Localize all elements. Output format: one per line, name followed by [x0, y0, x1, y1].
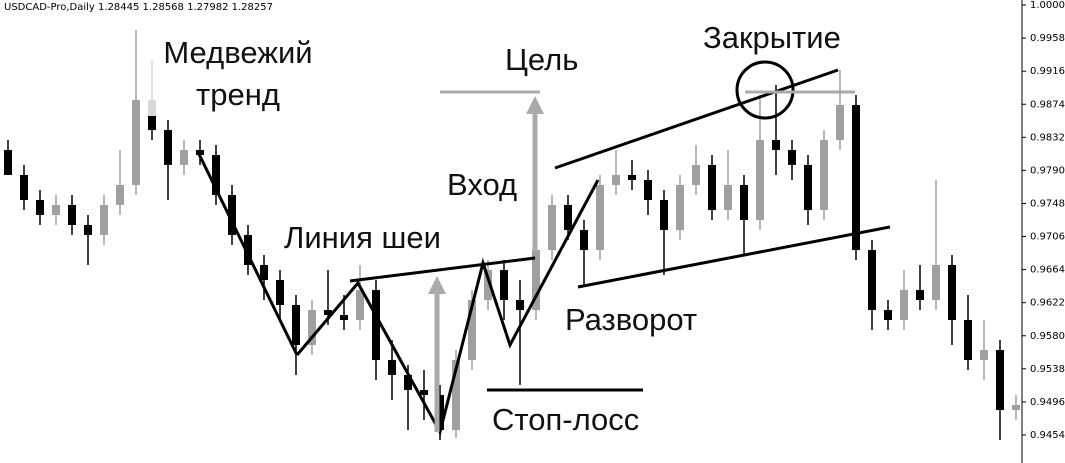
candle-body — [484, 270, 492, 301]
candle-body — [948, 264, 956, 321]
candle-body — [324, 310, 332, 315]
candle-body — [308, 310, 316, 345]
annotation: Стоп-лосс — [492, 399, 640, 441]
candle-body — [260, 264, 268, 281]
candle-body — [84, 224, 92, 235]
candle-body — [100, 204, 108, 235]
candle-body — [212, 154, 220, 195]
arrow-head — [526, 96, 544, 114]
candle-body — [852, 104, 860, 251]
candle-body — [68, 204, 76, 225]
candle-body — [548, 204, 556, 251]
candle-body — [756, 140, 764, 221]
candle-body — [820, 140, 828, 211]
candle-body — [964, 320, 972, 361]
candle-body — [788, 150, 796, 165]
candle-body — [436, 394, 444, 431]
target-lines — [428, 90, 855, 432]
candle-body — [404, 374, 412, 391]
candle-body — [916, 290, 924, 301]
candle-body — [628, 174, 636, 181]
candle-body — [932, 264, 940, 301]
candle-body — [692, 164, 700, 185]
arrow-head — [428, 276, 446, 294]
candle-body — [708, 164, 716, 211]
candle-body — [4, 150, 12, 175]
candle-body — [372, 290, 380, 361]
candle-body — [452, 360, 460, 431]
candle-body — [612, 174, 620, 185]
candle-body — [884, 310, 892, 321]
candle-body — [564, 204, 572, 231]
candle-body — [836, 104, 844, 141]
candle-body — [244, 234, 252, 265]
annotation: Цель — [505, 39, 579, 81]
candle-body — [660, 200, 668, 231]
candle-body — [900, 290, 908, 321]
candle-body — [980, 350, 988, 361]
zigzag-line — [295, 179, 600, 437]
candle-body — [356, 290, 364, 321]
candle-body — [644, 180, 652, 201]
annotation: Линия шеи — [284, 217, 441, 259]
candle-body — [1012, 404, 1020, 411]
candle-body — [468, 300, 476, 361]
candle-body — [532, 250, 540, 311]
candle-body — [276, 280, 284, 305]
pattern-lines — [196, 60, 891, 437]
candle-body — [116, 184, 124, 205]
candle-body — [868, 250, 876, 311]
y-tick-label: 0.94540 — [1030, 430, 1065, 441]
candle-body — [20, 174, 28, 201]
candle-body — [740, 184, 748, 221]
candle-body — [388, 360, 396, 375]
candle-body — [996, 350, 1004, 411]
neckline — [349, 256, 536, 283]
candle-body — [420, 390, 428, 395]
annotation: Разворот — [565, 299, 698, 341]
candle-body — [724, 184, 732, 211]
candle-body — [596, 184, 604, 251]
candle-body — [164, 130, 172, 165]
candle-body — [292, 304, 300, 345]
annotation: Медвежий тренд — [148, 32, 328, 116]
candle-body — [580, 230, 588, 251]
candle-body — [52, 204, 60, 215]
candle-body — [804, 164, 812, 211]
annotation: Вход — [447, 164, 518, 206]
candle-body — [180, 150, 188, 165]
trend-line — [196, 151, 299, 356]
candle-body — [132, 100, 140, 185]
close-circle — [735, 60, 795, 120]
wedge-lower — [577, 225, 891, 289]
candle-body — [676, 184, 684, 231]
candle-body — [500, 270, 508, 301]
chart-title: USDCAD-Pro,Daily 1.28445 1.28568 1.27982… — [4, 2, 273, 13]
candle-body — [228, 194, 236, 235]
wedge-upper — [554, 68, 839, 170]
candle-body — [196, 150, 204, 155]
candle-body — [36, 200, 44, 215]
candle-body — [340, 314, 348, 321]
candle-body — [516, 300, 524, 311]
annotation: Закрытие — [703, 20, 841, 55]
candle-body — [772, 140, 780, 151]
